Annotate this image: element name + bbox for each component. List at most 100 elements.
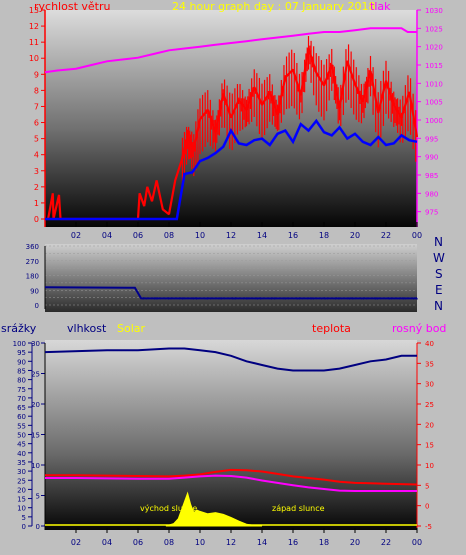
wind-tick-label: 11 (29, 38, 39, 47)
humidity-tick-label: 85 (17, 367, 26, 375)
wind-direction-jitter (198, 297, 201, 300)
compass-n-top: N (434, 235, 443, 249)
wind-direction-jitter (306, 297, 310, 300)
wind-direction-jitter (384, 297, 388, 300)
top-x-tick-label: 16 (288, 231, 298, 240)
wind-direction-jitter (159, 297, 162, 300)
humidity-tick-label: 30 (17, 468, 26, 476)
wind-tick-label: 13 (29, 6, 39, 15)
wind-direction-jitter (270, 297, 273, 300)
wind-tick-label: 1 (34, 199, 39, 208)
wind-tick-label: 2 (34, 183, 39, 192)
wind-direction-jitter (371, 297, 374, 300)
humidity-line (44, 347, 417, 372)
temp-tick-label: 20 (425, 421, 434, 429)
solar-area (165, 491, 263, 527)
solar-tick-label: 15 (31, 432, 40, 440)
bottom-x-tick-label: 20 (350, 538, 360, 547)
pressure-tick-label: 1025 (425, 25, 443, 33)
wind-direction-jitter (345, 297, 349, 300)
wind-direction-jitter (181, 297, 184, 300)
humidity-tick-label: 95 (17, 349, 26, 357)
wind-direction-jitter (228, 297, 231, 300)
wind-direction-jitter (259, 297, 262, 300)
wind-direction-jitter (320, 297, 324, 300)
top-x-tick-label: 20 (350, 231, 360, 240)
direction-tick-label: 270 (26, 258, 39, 266)
humidity-tick-label: 50 (17, 432, 26, 440)
chart-title: 24 hour graph day : 07 January 2018 (172, 0, 376, 13)
pressure-tick-label: 990 (425, 154, 438, 162)
top-x-tick-label: 00 (412, 231, 422, 240)
humidity-tick-label: 25 (17, 477, 26, 485)
direction-tick-label: 180 (26, 273, 39, 281)
temp-tick-label: 0 (425, 503, 429, 511)
compass-s: S (435, 267, 443, 281)
solar-label: Solar (117, 322, 146, 335)
compass-w: W (433, 251, 445, 265)
wind-direction-jitter (365, 297, 368, 300)
wind-direction-jitter (242, 297, 245, 300)
temp-tick-label: 5 (425, 482, 429, 490)
bottom-x-tick-label: 02 (71, 538, 81, 547)
solar-tick-label: 5 (36, 493, 40, 501)
bottom-x-tick-label: 06 (133, 538, 143, 547)
pressure-tick-label: 985 (425, 172, 438, 180)
pressure-axis-title: tlak (370, 0, 391, 13)
pressure-tick-label: 1000 (425, 117, 443, 125)
wind-tick-label: 7 (34, 102, 39, 111)
wind-direction-jitter (262, 297, 265, 300)
wind-direction-jitter (217, 297, 220, 300)
plot-area-bottom (45, 340, 417, 530)
bottom-x-tick-label: 18 (319, 538, 329, 547)
wind-axis-title: rychlost větru (34, 0, 111, 13)
wind-direction-jitter (326, 297, 329, 300)
wind-direction-jitter (415, 297, 418, 300)
compass-e: E (435, 283, 443, 297)
wind-direction-jitter (214, 297, 217, 300)
wind-direction-jitter (195, 297, 198, 300)
humidity-tick-label: 10 (17, 505, 26, 513)
wind-direction-jitter (203, 297, 206, 300)
top-x-tick-label: 14 (257, 231, 267, 240)
wind-direction-jitter (312, 297, 315, 300)
dewpoint-label: rosný bod (392, 322, 447, 335)
solar-tick-label: 25 (31, 371, 40, 379)
wind-direction-jitter (206, 297, 209, 300)
wind-direction-jitter (284, 297, 287, 300)
wind-direction-jitter (273, 297, 276, 300)
solar-tick-label: 20 (31, 401, 40, 409)
wind-direction-jitter (248, 297, 251, 300)
pressure-tick-label: 1020 (425, 44, 443, 52)
wind-direction-jitter (398, 297, 402, 300)
top-x-tick-label: 08 (164, 231, 174, 240)
wind-tick-label: 3 (34, 167, 39, 176)
wind-tick-label: 5 (34, 135, 39, 144)
wind-direction-jitter (337, 297, 340, 300)
wind-direction-jitter (178, 297, 181, 300)
wind-tick-label: 10 (29, 54, 39, 63)
humidity-tick-label: 90 (17, 358, 26, 366)
wind-direction-jitter (362, 297, 365, 300)
wind-direction-jitter (267, 297, 270, 300)
wind-direction-jitter (387, 297, 391, 300)
top-x-tick-label: 02 (71, 231, 81, 240)
sunrise-label: východ slunce (140, 504, 198, 513)
wind-direction-jitter (156, 297, 159, 300)
wind-direction-jitter (251, 297, 254, 300)
temperature-line (45, 468, 418, 486)
wind-direction-jitter (354, 297, 357, 300)
wind-direction-jitter (167, 297, 170, 300)
wind-tick-label: 12 (29, 22, 39, 31)
wind-tick-label: 4 (34, 151, 39, 160)
pressure-tick-label: 995 (425, 135, 438, 143)
temp-tick-label: 15 (425, 442, 434, 450)
pressure-tick-label: 1010 (425, 80, 443, 88)
wind-direction-jitter (376, 297, 379, 300)
humidity-tick-label: 40 (17, 450, 26, 458)
wind-direction-jitter (184, 297, 187, 300)
wind-direction-jitter (298, 297, 301, 300)
wind-direction-jitter (223, 297, 226, 300)
temp-tick-label: 35 (425, 360, 434, 368)
wind-direction-jitter (404, 297, 407, 300)
